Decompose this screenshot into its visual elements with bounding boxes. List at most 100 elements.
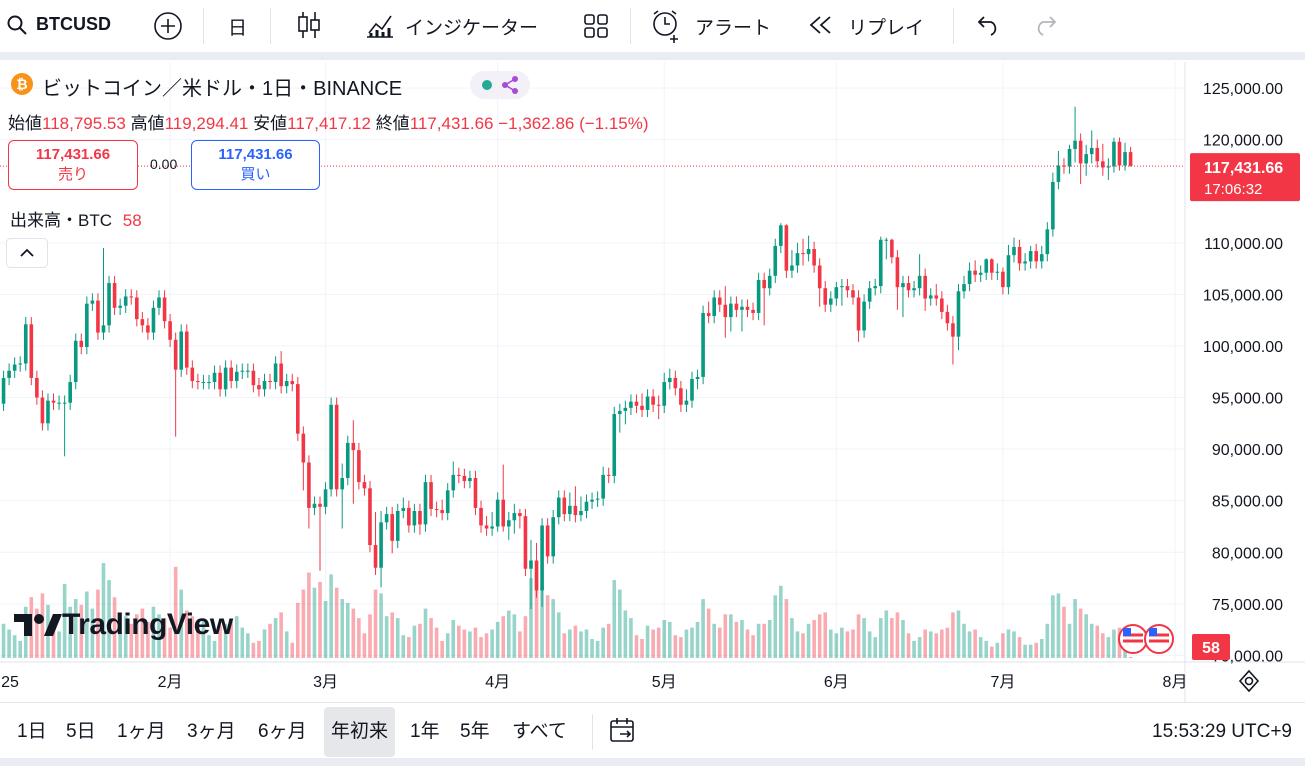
candle-body	[873, 286, 878, 289]
candle-body	[690, 378, 694, 401]
layout-icon[interactable]	[583, 13, 609, 39]
range-button[interactable]: 1年	[410, 721, 440, 742]
volume-bar	[240, 627, 245, 658]
candle-body	[190, 367, 195, 382]
candle-body	[23, 324, 28, 364]
redo[interactable]	[1032, 14, 1058, 36]
volume-bar	[712, 623, 716, 658]
event-flags[interactable]	[1115, 622, 1177, 656]
volume-bar	[79, 604, 84, 658]
status-pill[interactable]	[470, 71, 530, 99]
chart: 125,000.00 120,000.00 110,000.00 105,000.00…	[0, 62, 1305, 702]
candle-body	[140, 319, 145, 326]
candle-body	[590, 499, 594, 502]
x-tick-label: 5月	[652, 674, 677, 691]
volume-bar	[218, 625, 222, 658]
range-button[interactable]: 6ヶ月	[258, 721, 307, 742]
volume-bar	[301, 589, 306, 658]
buy-button[interactable]: 117,431.66 買い	[191, 140, 320, 190]
range-button[interactable]: 5日	[66, 721, 96, 742]
candle-body	[729, 303, 733, 318]
volume-bar	[856, 614, 861, 658]
range-button[interactable]: 1日	[17, 721, 47, 742]
candle-body	[612, 414, 617, 476]
candle-body	[1017, 246, 1022, 264]
volume-bar	[262, 629, 267, 658]
volume-bar	[945, 627, 950, 658]
add-symbol[interactable]	[153, 11, 183, 41]
replay[interactable]: リプレイ	[848, 18, 925, 39]
candle-body	[951, 323, 955, 337]
candle-body	[673, 377, 678, 389]
replay-icon[interactable]	[808, 15, 834, 35]
volume-bar	[795, 631, 800, 658]
candle-body	[1034, 251, 1039, 262]
indicators-icon[interactable]	[365, 11, 395, 39]
candle-body	[79, 340, 84, 347]
volume-bar	[234, 616, 239, 658]
candle-body	[1117, 141, 1122, 166]
candle-body	[1062, 165, 1066, 167]
volume-bar	[318, 582, 322, 658]
volume-bar	[407, 637, 411, 658]
candle-body	[479, 507, 483, 526]
symbol[interactable]: BTCUSD	[36, 14, 111, 34]
volume-bar	[745, 629, 750, 658]
volume-bar	[440, 640, 444, 658]
price-tag-value: 117,431.66	[1204, 160, 1283, 177]
candle-body	[584, 501, 589, 511]
volume-bar	[334, 587, 339, 658]
volume-bar	[462, 629, 467, 658]
volume-bar	[756, 623, 761, 658]
candle-body	[667, 377, 672, 383]
candle-body	[501, 499, 506, 527]
undo[interactable]	[976, 14, 1002, 36]
volume-legend: 出来高・BTC 58	[10, 206, 142, 231]
interval[interactable]: 日	[228, 18, 248, 39]
volume-bar	[884, 610, 889, 658]
volume-bar	[1128, 656, 1133, 658]
volume-bar	[1095, 625, 1100, 658]
alerts[interactable]: アラート	[695, 18, 772, 39]
alert-icon[interactable]	[650, 9, 684, 43]
volume-bar	[107, 580, 111, 658]
volume-bar	[1023, 644, 1027, 658]
volume-bar	[667, 621, 672, 658]
date-range-icon[interactable]	[608, 716, 638, 746]
range-button[interactable]: 年初来	[324, 707, 396, 757]
volume-bar	[967, 631, 972, 658]
candle-body	[1039, 254, 1044, 262]
range-button[interactable]: すべて	[512, 721, 567, 742]
candle-body	[1112, 141, 1116, 167]
search-icon[interactable]	[6, 14, 28, 36]
candle-body	[179, 331, 184, 370]
sell-label: 売り	[57, 166, 88, 183]
indicators[interactable]: インジケーター	[405, 18, 539, 39]
low-value: 117,417.12	[287, 114, 371, 133]
volume-bar	[307, 572, 311, 658]
x-tick-label: 4月	[485, 674, 510, 691]
volume-bar	[679, 637, 683, 658]
volume-bar	[506, 610, 511, 658]
candle-body	[1, 377, 6, 404]
candle-body	[279, 363, 283, 387]
candle-body	[984, 259, 989, 273]
axis-settings[interactable]	[1236, 668, 1262, 694]
sell-button[interactable]: 117,431.66 売り	[8, 140, 138, 190]
collapse-button[interactable]	[6, 238, 48, 268]
chart-type-icon[interactable]	[296, 10, 322, 40]
candle-body	[395, 510, 400, 541]
candle-body	[962, 284, 966, 292]
volume-bar	[1062, 606, 1066, 658]
volume-bar	[529, 578, 533, 658]
volume-bar	[112, 597, 117, 658]
range-button[interactable]: 3ヶ月	[187, 721, 236, 742]
volume-bar	[851, 629, 855, 658]
candle-body	[12, 364, 17, 371]
candle-body	[73, 340, 78, 383]
range-button[interactable]: 5年	[460, 721, 490, 742]
candle-body	[418, 510, 422, 525]
range-button[interactable]: 1ヶ月	[117, 721, 166, 742]
volume-bar	[595, 640, 600, 658]
volume-bar	[168, 627, 172, 658]
